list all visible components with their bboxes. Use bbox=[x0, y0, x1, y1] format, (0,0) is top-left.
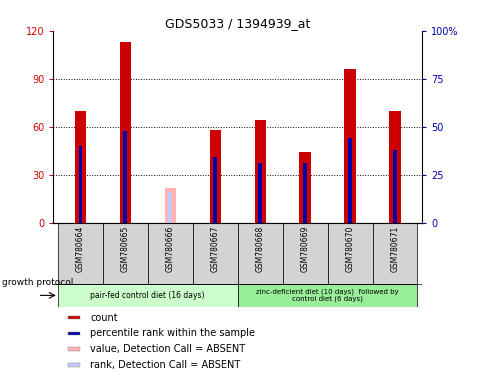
Text: value, Detection Call = ABSENT: value, Detection Call = ABSENT bbox=[90, 344, 245, 354]
Bar bbox=[58, 223, 103, 283]
Bar bbox=[302, 163, 306, 223]
Bar bbox=[348, 138, 351, 223]
Bar bbox=[103, 223, 148, 283]
Bar bbox=[213, 157, 216, 223]
Text: percentile rank within the sample: percentile rank within the sample bbox=[90, 328, 255, 338]
Bar bbox=[68, 348, 80, 351]
Bar bbox=[58, 283, 237, 307]
Bar bbox=[148, 223, 192, 283]
Bar bbox=[120, 42, 131, 223]
Bar bbox=[192, 223, 237, 283]
Title: GDS5033 / 1394939_at: GDS5033 / 1394939_at bbox=[165, 17, 310, 30]
Text: GSM780665: GSM780665 bbox=[121, 225, 130, 271]
Bar bbox=[164, 187, 176, 223]
Bar bbox=[254, 120, 265, 223]
Text: GSM780670: GSM780670 bbox=[345, 225, 354, 271]
Bar bbox=[237, 283, 417, 307]
Bar bbox=[282, 223, 327, 283]
Bar bbox=[299, 152, 310, 223]
Bar bbox=[389, 111, 400, 223]
Bar bbox=[168, 192, 172, 223]
Text: growth protocol: growth protocol bbox=[2, 278, 74, 287]
Bar bbox=[123, 131, 127, 223]
Bar bbox=[68, 316, 80, 319]
Bar bbox=[327, 223, 372, 283]
Bar bbox=[372, 223, 417, 283]
Text: GSM780664: GSM780664 bbox=[76, 225, 85, 271]
Text: GSM780668: GSM780668 bbox=[255, 225, 264, 271]
Bar bbox=[344, 69, 355, 223]
Text: GSM780666: GSM780666 bbox=[166, 225, 174, 271]
Text: rank, Detection Call = ABSENT: rank, Detection Call = ABSENT bbox=[90, 360, 240, 370]
Bar bbox=[68, 363, 80, 367]
Text: pair-fed control diet (16 days): pair-fed control diet (16 days) bbox=[91, 291, 205, 300]
Bar bbox=[258, 163, 261, 223]
Bar bbox=[393, 150, 396, 223]
Bar bbox=[209, 130, 220, 223]
Text: count: count bbox=[90, 313, 118, 323]
Text: zinc-deficient diet (10 days)  followed by
control diet (6 days): zinc-deficient diet (10 days) followed b… bbox=[256, 288, 398, 302]
Text: GSM780667: GSM780667 bbox=[210, 225, 219, 271]
Text: GSM780671: GSM780671 bbox=[390, 225, 399, 271]
Bar bbox=[237, 223, 282, 283]
Bar bbox=[75, 111, 86, 223]
Text: GSM780669: GSM780669 bbox=[300, 225, 309, 271]
Bar bbox=[78, 146, 82, 223]
Bar bbox=[68, 331, 80, 335]
